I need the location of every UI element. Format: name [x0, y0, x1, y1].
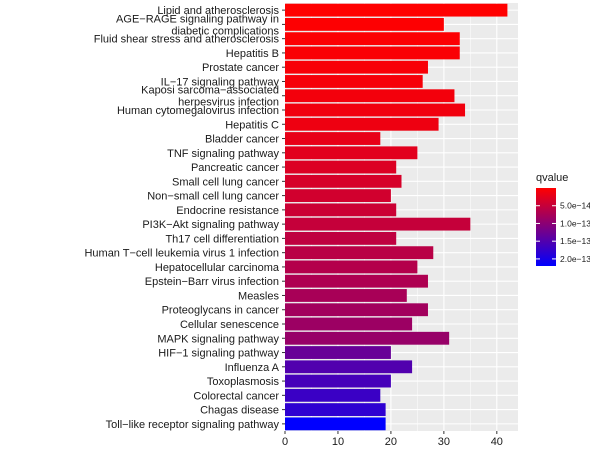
bar: [285, 17, 444, 31]
category-label: Proteoglycans in cancer: [162, 305, 280, 317]
bar: [285, 274, 428, 288]
category-label: PI3K−Akt signaling pathway: [142, 219, 279, 231]
bar: [285, 231, 397, 245]
bar: [285, 374, 391, 388]
category-label: Fluid shear stress and atherosclerosis: [94, 34, 280, 46]
category-label: Chagas disease: [200, 405, 279, 417]
x-tick-label: 40: [491, 436, 503, 446]
category-label: Hepatitis C: [225, 119, 279, 131]
bar: [285, 3, 508, 17]
category-label: Toxoplasmosis: [207, 376, 280, 388]
legend-tick-label: 1.0e−13: [560, 218, 590, 228]
category-label: Pancreatic cancer: [191, 162, 279, 174]
category-label: Kaposi sarcoma−associated herpesvirus inf…: [141, 85, 279, 109]
legend-colorbar: [536, 188, 556, 266]
bar: [285, 289, 407, 302]
bar: [285, 189, 391, 203]
bar: [285, 132, 381, 145]
category-label: Influenza A: [225, 362, 280, 374]
x-tick-label: 10: [332, 436, 344, 446]
bar: [285, 403, 386, 417]
category-label: Human cytomegalovirus infection: [117, 105, 279, 117]
plot-panel: [285, 3, 518, 431]
bar: [285, 203, 397, 217]
category-label: Hepatitis B: [226, 48, 279, 60]
bar: [285, 117, 439, 131]
bar: [285, 32, 460, 46]
category-label: Non−small cell lung cancer: [147, 191, 279, 203]
bar: [285, 246, 434, 260]
category-label: TNF signaling pathway: [167, 148, 279, 160]
x-tick-label: 30: [438, 436, 450, 446]
bar: [285, 89, 455, 103]
bar: [285, 317, 413, 331]
legend-tick-label: 2.0e−13: [560, 254, 590, 264]
category-label: Hepatocellular carcinoma: [155, 262, 280, 274]
category-label: Colorectal cancer: [193, 390, 279, 402]
category-label: Cellular senescence: [180, 319, 279, 331]
bar: [285, 146, 418, 160]
bar: [285, 46, 460, 60]
category-label: Prostate cancer: [202, 62, 279, 74]
category-label: IL−17 signaling pathway: [161, 76, 280, 88]
bar: [285, 303, 428, 317]
bar: [285, 417, 386, 431]
category-label: Endocrine resistance: [176, 205, 279, 217]
category-label: Th17 cell differentiation: [165, 233, 279, 245]
category-label: AGE−RAGE signaling pathway in diabetic co…: [116, 13, 279, 37]
bar: [285, 60, 428, 74]
bar: [285, 103, 466, 117]
bar: [285, 260, 418, 274]
bar: [285, 360, 413, 374]
category-label: Small cell lung cancer: [172, 176, 279, 188]
bar: [285, 75, 423, 88]
bar: [285, 217, 471, 231]
category-label: Bladder cancer: [205, 134, 279, 146]
legend-tick-label: 1.5e−13: [560, 236, 590, 246]
bar: [285, 160, 397, 174]
category-label: Epstein−Barr virus infection: [145, 276, 279, 288]
category-label: HIF−1 signaling pathway: [158, 348, 279, 360]
bar: [285, 346, 391, 359]
bar: [285, 388, 381, 402]
x-tick-label: 20: [385, 436, 397, 446]
category-label: Human T−cell leukemia virus 1 infection: [84, 248, 279, 260]
legend-tick-label: 5.0e−14: [560, 201, 590, 211]
category-label: MAPK signaling pathway: [157, 333, 279, 345]
x-tick-label: 0: [282, 436, 288, 446]
bar: [285, 331, 450, 345]
category-label: Toll−like receptor signaling pathway: [106, 419, 280, 431]
category-label: Measles: [238, 290, 279, 302]
legend-title: qvalue: [536, 172, 568, 184]
category-label: Lipid and atherosclerosis: [157, 5, 279, 17]
bar: [285, 174, 402, 188]
